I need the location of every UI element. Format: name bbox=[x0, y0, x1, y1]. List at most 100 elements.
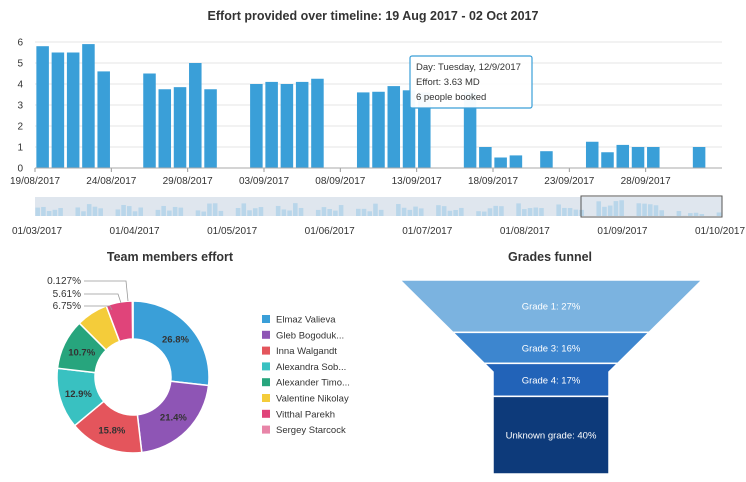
navigator-bar bbox=[659, 210, 665, 216]
donut-slice[interactable] bbox=[132, 300, 210, 387]
navigator-bar bbox=[155, 209, 161, 216]
effort-bar[interactable] bbox=[356, 92, 370, 168]
navigator-bar bbox=[41, 206, 46, 216]
navigator-bar bbox=[201, 211, 207, 216]
navigator-bar bbox=[487, 208, 493, 216]
effort-bar[interactable] bbox=[51, 52, 65, 169]
effort-bar[interactable] bbox=[540, 151, 553, 168]
legend-swatch bbox=[262, 362, 270, 371]
legend-item: Elmaz Valieva bbox=[276, 315, 336, 326]
navigator-bar bbox=[287, 210, 292, 216]
effort-bar[interactable] bbox=[387, 86, 401, 168]
legend-swatch bbox=[262, 378, 270, 387]
navigator-bar bbox=[121, 204, 126, 216]
y-tick-label: 5 bbox=[17, 59, 23, 70]
effort-bar[interactable] bbox=[616, 144, 630, 168]
navigator-bar bbox=[418, 208, 424, 216]
navigator-bar bbox=[493, 205, 498, 216]
navigator-bar bbox=[333, 210, 338, 216]
legend-item: Alexander Timo... bbox=[276, 378, 350, 389]
effort-bar[interactable] bbox=[66, 52, 80, 169]
navigator-bar bbox=[373, 203, 378, 216]
effort-bar[interactable] bbox=[280, 84, 294, 168]
effort-bar[interactable] bbox=[295, 81, 309, 168]
funnel-label: Unknown grade: 40% bbox=[506, 431, 597, 442]
navigator-bar bbox=[699, 214, 705, 216]
navigator-bar bbox=[275, 205, 281, 216]
effort-bar-chart[interactable]: 0 1 2 3 4 5 6 19/08/2017 24/08/2017 29/08/2017 03/… bbox=[10, 38, 722, 188]
slice-label: 21.4% bbox=[160, 413, 187, 424]
navigator-bar bbox=[441, 206, 447, 216]
navigator-bar bbox=[356, 208, 361, 216]
effort-bar[interactable] bbox=[631, 147, 645, 168]
navigator-tick-label: 01/10/2017 bbox=[695, 226, 745, 237]
navigator-bar bbox=[567, 208, 573, 216]
slice-label: 12.9% bbox=[65, 389, 92, 400]
navigator-bar bbox=[167, 210, 172, 216]
y-tick-label: 6 bbox=[17, 38, 23, 49]
effort-bar[interactable] bbox=[97, 71, 110, 168]
y-tick-label: 0 bbox=[17, 164, 23, 175]
legend-swatch bbox=[262, 330, 270, 339]
donut-slice[interactable] bbox=[136, 380, 210, 454]
effort-bar[interactable] bbox=[204, 89, 217, 168]
navigator-bar bbox=[522, 209, 527, 216]
navigator-track[interactable] bbox=[35, 197, 722, 216]
navigator-bar bbox=[75, 207, 81, 216]
leader-line bbox=[84, 280, 129, 302]
effort-bar[interactable] bbox=[494, 157, 507, 169]
effort-bar[interactable] bbox=[463, 92, 477, 168]
donut-legend[interactable]: Elmaz Valieva Gleb Bogoduk... Inna Walgand… bbox=[262, 315, 350, 437]
effort-bar[interactable] bbox=[509, 155, 523, 168]
effort-bar[interactable] bbox=[158, 89, 172, 168]
effort-bar[interactable] bbox=[601, 152, 614, 168]
y-tick-label: 3 bbox=[17, 101, 23, 112]
effort-bar[interactable] bbox=[402, 90, 416, 168]
effort-bar[interactable] bbox=[36, 46, 49, 169]
effort-bar[interactable] bbox=[692, 147, 706, 168]
effort-bar[interactable] bbox=[82, 44, 95, 168]
tooltip-people: 6 people booked bbox=[416, 92, 486, 103]
navigator-bar bbox=[613, 201, 619, 216]
effort-bar[interactable] bbox=[143, 73, 156, 169]
navigator-bar bbox=[218, 210, 224, 216]
effort-bar[interactable] bbox=[647, 147, 660, 168]
navigator-selection[interactable] bbox=[580, 195, 723, 218]
navigator-bar bbox=[138, 207, 144, 216]
navigator-bar bbox=[579, 209, 584, 216]
navigator-tick-label: 01/03/2017 bbox=[12, 226, 62, 237]
funnel-segment[interactable] bbox=[492, 395, 610, 475]
effort-bar[interactable] bbox=[189, 63, 202, 168]
effort-bar[interactable] bbox=[479, 147, 492, 168]
effort-bar[interactable] bbox=[372, 91, 385, 168]
effort-bar[interactable] bbox=[418, 92, 431, 168]
navigator-bar bbox=[539, 208, 544, 216]
navigator-bar bbox=[86, 204, 92, 216]
x-tick-label: 23/09/2017 bbox=[544, 176, 594, 187]
navigator-bar bbox=[642, 203, 647, 216]
navigator-bar bbox=[178, 207, 184, 216]
funnel-chart-title: Grades funnel bbox=[507, 250, 593, 264]
navigator-bar bbox=[46, 210, 52, 216]
navigator-bar bbox=[195, 210, 201, 216]
navigator-bar bbox=[562, 207, 567, 216]
navigator-bar bbox=[413, 206, 418, 216]
small-slice-label: 5.61% bbox=[53, 289, 81, 300]
navigator-bar bbox=[35, 207, 40, 216]
effort-bar[interactable] bbox=[250, 84, 263, 168]
team-effort-donut[interactable]: 26.8% 21.4% 15.8% 12.9% 10.7% 0.127% 5.61%6.75… bbox=[47, 276, 210, 454]
effort-bar[interactable] bbox=[585, 141, 599, 168]
navigator-bar bbox=[338, 205, 344, 216]
effort-bar[interactable] bbox=[311, 78, 324, 168]
navigator-bar bbox=[81, 211, 86, 216]
navigator-bar bbox=[653, 205, 659, 216]
navigator-bar bbox=[636, 203, 642, 216]
navigator-bar bbox=[258, 207, 264, 216]
timeline-navigator[interactable]: 01/03/2017 01/04/2017 01/05/2017 01/06/2017… bbox=[12, 195, 745, 237]
grades-funnel[interactable]: Grade 1: 27% Grade 3: 16% Grade 4: 17% Unkn… bbox=[398, 279, 704, 475]
effort-bar[interactable] bbox=[173, 87, 187, 168]
donut-slice[interactable] bbox=[131, 300, 134, 340]
x-tick-label: 18/09/2017 bbox=[468, 176, 518, 187]
effort-bar[interactable] bbox=[265, 81, 278, 168]
